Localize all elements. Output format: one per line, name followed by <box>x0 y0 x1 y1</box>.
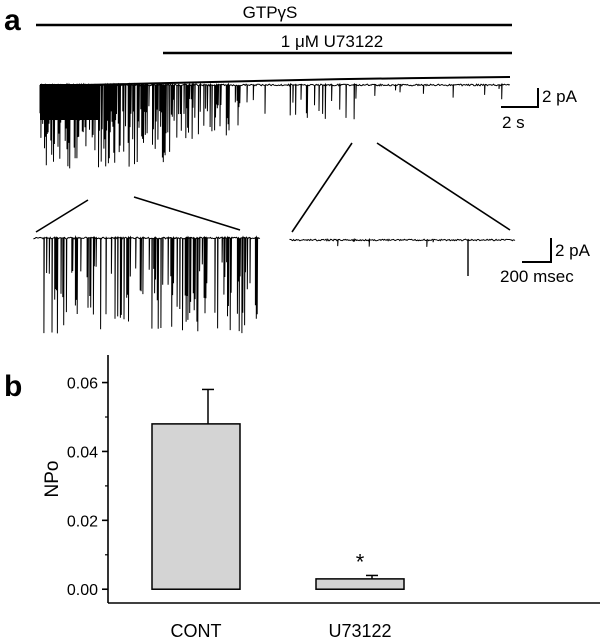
inset-scale-time: 200 msec <box>500 267 574 286</box>
expansion-line-right-1 <box>291 142 353 233</box>
inset-scale-bar <box>522 238 552 263</box>
bar-u73122 <box>315 578 405 590</box>
npo-bar-chart: 0.00 0.02 0.04 0.06 CONT U73122 * NPo <box>42 355 600 640</box>
expansion-line-left-2 <box>133 196 241 231</box>
main-scale-current: 2 pA <box>542 87 578 106</box>
x-category-label: U73122 <box>328 621 391 640</box>
significance-star: * <box>356 549 365 574</box>
main-scale-time: 2 s <box>502 113 525 132</box>
expansion-line-right-2 <box>376 142 511 231</box>
y-tick-label: 0.06 <box>67 376 98 393</box>
inset-trace-u73122 <box>289 237 516 276</box>
bar-cont <box>151 423 241 590</box>
x-category-label: CONT <box>171 621 222 640</box>
panel-b-label: b <box>4 370 22 403</box>
u73122-label: 1 μM U73122 <box>281 32 383 51</box>
trace-path <box>289 237 516 247</box>
y-axis-label: NPo <box>42 461 63 498</box>
trace-path <box>39 82 511 169</box>
panel-a-label: a <box>4 4 21 37</box>
inset-trace-control <box>33 235 261 334</box>
y-tick-label: 0.04 <box>67 444 98 461</box>
main-scale-bar <box>501 88 539 108</box>
gtpgs-label: GTPγS <box>243 3 298 22</box>
main-current-trace <box>39 76 511 169</box>
trace-path <box>33 235 261 334</box>
expansion-line-left-1 <box>35 199 89 233</box>
baseline-line <box>39 76 511 87</box>
inset-scale-current: 2 pA <box>555 241 591 260</box>
y-tick-label: 0.00 <box>67 582 98 599</box>
y-tick-label: 0.02 <box>67 513 98 530</box>
